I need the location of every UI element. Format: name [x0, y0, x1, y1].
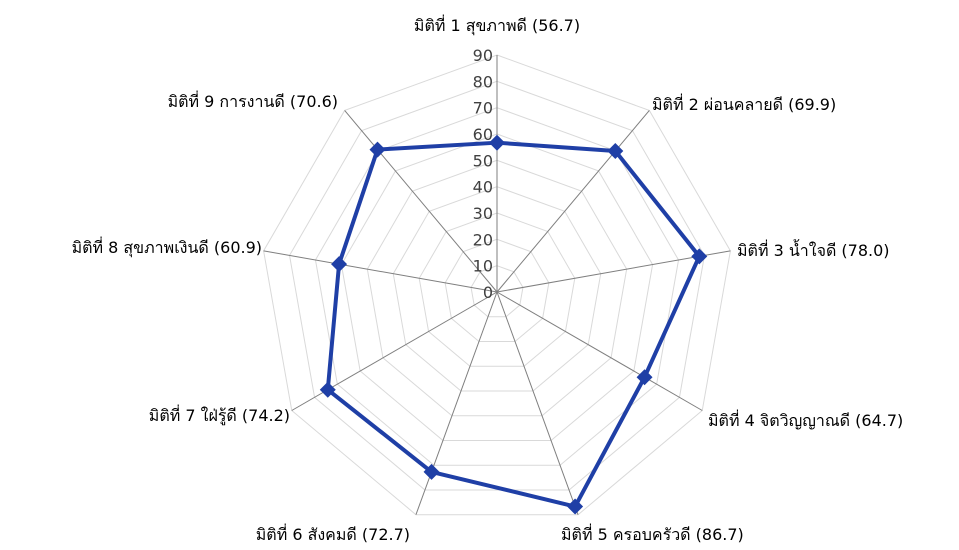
tick-label-20: 20 — [473, 230, 493, 249]
grid-ring-70 — [314, 107, 680, 466]
axis-spoke-2 — [496, 110, 650, 293]
tick-label-50: 50 — [473, 151, 493, 170]
category-label-3: มิติที่ 3 น้ำใจดี (78.0) — [737, 239, 890, 260]
grid-ring-50 — [366, 159, 628, 417]
data-point-1 — [489, 134, 505, 151]
category-label-5: มิติที่ 5 ครอบครัวดี (86.7) — [561, 523, 744, 544]
data-point-3 — [691, 248, 708, 265]
category-label-9: มิติที่ 9 การงานดี (70.6) — [168, 90, 338, 111]
category-label-4: มิติที่ 4 จิตวิญญาณดี (64.7) — [708, 409, 903, 430]
tick-label-60: 60 — [473, 125, 493, 144]
axis-spoke-8 — [263, 250, 498, 293]
category-label-1: มิติที่ 1 สุขภาพดี (56.7) — [414, 14, 580, 36]
data-point-6 — [423, 463, 440, 480]
tick-label-90: 90 — [473, 46, 493, 65]
axis-spoke-6 — [415, 291, 498, 515]
category-label-6: มิติที่ 6 สังคมดี (72.7) — [256, 523, 410, 544]
category-labels: มิติที่ 1 สุขภาพดี (56.7) มิติที่ 2 ผ่อนค… — [72, 14, 904, 544]
grid-ring-30 — [418, 212, 576, 367]
axis-spoke-4 — [496, 291, 703, 411]
tick-label-70: 70 — [473, 99, 493, 118]
series-layer — [319, 134, 708, 515]
grid-ring-40 — [392, 186, 602, 392]
data-point-2 — [607, 142, 624, 159]
tick-label-40: 40 — [473, 178, 493, 197]
tick-label-10: 10 — [473, 257, 493, 276]
grid-ring-80 — [289, 80, 705, 491]
tick-label-80: 80 — [473, 72, 493, 91]
tick-label-0: 0 — [483, 283, 493, 302]
data-point-5 — [567, 498, 584, 515]
tick-labels: 0 10 20 30 40 50 60 70 80 90 — [473, 46, 493, 302]
category-label-7: มิติที่ 7 ใฝ่รู้ดี (74.2) — [149, 404, 290, 426]
axis-spoke-9 — [344, 110, 498, 293]
axis-spoke-5 — [496, 291, 579, 515]
grid-ring-60 — [340, 133, 654, 441]
spoke-layer — [263, 55, 731, 515]
axis-spoke-7 — [291, 291, 498, 411]
series-line-1 — [325, 140, 702, 509]
data-point-4 — [636, 369, 653, 386]
category-label-8: มิติที่ 8 สุขภาพเงินดี (60.9) — [72, 236, 262, 258]
grid-ring-10 — [470, 265, 524, 318]
data-point-8 — [331, 256, 348, 273]
category-label-2: มิติที่ 2 ผ่อนคลายดี (69.9) — [652, 93, 836, 114]
grid-ring-20 — [444, 238, 550, 342]
data-point-9 — [369, 141, 386, 158]
grid-layer — [263, 54, 731, 516]
axis-spoke-3 — [496, 250, 731, 293]
data-point-7 — [319, 381, 336, 398]
tick-label-30: 30 — [473, 204, 493, 223]
grid-ring-90 — [263, 54, 731, 516]
